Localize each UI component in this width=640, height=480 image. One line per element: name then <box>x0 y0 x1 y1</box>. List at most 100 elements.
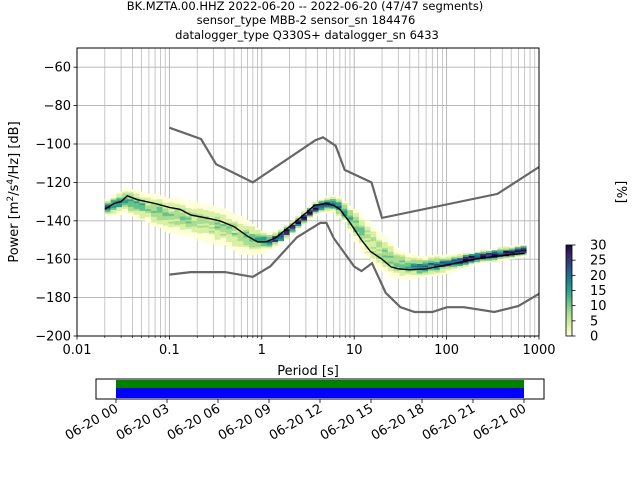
density-cell <box>341 218 348 221</box>
colorbar-tick-label: 30 <box>590 239 607 254</box>
density-cell <box>249 247 256 250</box>
density-cell <box>445 258 452 261</box>
density-cell <box>520 251 527 254</box>
density-cell <box>197 214 204 217</box>
density-cell <box>214 233 221 237</box>
density-cell <box>162 214 169 217</box>
density-cell <box>237 242 244 245</box>
density-cell <box>382 270 388 273</box>
density-cell <box>491 257 498 260</box>
density-cell <box>254 252 261 255</box>
density-cell <box>214 226 221 229</box>
density-cell <box>272 237 279 240</box>
density-cell <box>226 243 233 246</box>
density-cell <box>249 229 256 233</box>
density-cell <box>151 199 157 202</box>
density-cell <box>376 268 383 271</box>
density-cell <box>243 231 250 234</box>
density-cell <box>318 210 325 213</box>
density-cell <box>405 256 412 260</box>
density-cell <box>353 212 360 215</box>
density-cell <box>133 206 140 209</box>
density-cell <box>335 198 342 201</box>
density-cell <box>260 251 267 254</box>
density-cell <box>330 208 337 211</box>
density-cell <box>162 215 169 219</box>
time-tick-label: 06-20 12 <box>267 401 325 443</box>
density-cell <box>127 199 134 202</box>
y-tick-label: −60 <box>44 61 71 76</box>
density-cell <box>179 227 186 230</box>
density-cell <box>231 213 238 216</box>
y-tick-label: −120 <box>35 176 71 191</box>
density-cell <box>514 248 521 251</box>
density-cell <box>145 210 152 213</box>
density-cell <box>416 263 423 266</box>
density-cell <box>162 196 169 199</box>
density-cell <box>116 199 123 202</box>
density-cell <box>341 212 348 215</box>
density-cell <box>266 234 273 237</box>
density-cell <box>243 221 250 225</box>
density-cell <box>324 197 331 200</box>
density-cell <box>376 251 383 254</box>
density-cell <box>231 232 238 235</box>
density-cell <box>376 249 383 252</box>
density-cell <box>191 216 198 219</box>
density-cell <box>214 222 221 225</box>
density-cell <box>353 224 360 227</box>
density-cell <box>220 231 227 234</box>
x-axis-ticks: 0.01 0.1 1 10 100 1000 <box>63 336 556 358</box>
density-cell <box>491 248 498 251</box>
density-cell <box>358 244 365 247</box>
density-cell <box>283 225 290 228</box>
density-cell <box>387 270 394 274</box>
density-cell <box>214 241 221 244</box>
density-cell <box>410 274 417 277</box>
density-cell <box>202 240 209 243</box>
density-cell <box>358 219 365 222</box>
density-cell <box>364 243 371 246</box>
density-cell <box>151 214 157 217</box>
density-cell <box>266 236 273 239</box>
density-cell <box>399 252 406 255</box>
density-cell <box>382 240 388 243</box>
density-cell <box>231 234 238 237</box>
density-cell <box>393 251 400 254</box>
density-cell <box>168 202 175 205</box>
density-cell <box>220 216 227 219</box>
density-cell <box>168 225 175 228</box>
density-cell <box>110 198 117 201</box>
density-cell <box>306 213 313 216</box>
time-tick-label: 06-20 06 <box>165 401 223 443</box>
density-cell <box>341 202 348 205</box>
density-cell <box>410 255 417 258</box>
density-cell <box>457 257 464 261</box>
density-cell <box>243 227 250 230</box>
density-cell <box>457 254 464 257</box>
density-cell <box>445 271 452 274</box>
density-cell <box>202 215 209 218</box>
density-cell <box>197 210 204 213</box>
density-cell <box>214 231 221 235</box>
density-cell <box>364 253 371 256</box>
density-cell <box>231 215 238 218</box>
density-cell <box>220 235 227 238</box>
density-cell <box>151 208 157 212</box>
density-cell <box>214 212 221 215</box>
density-cell <box>364 251 371 254</box>
density-cell <box>358 248 365 251</box>
density-cell <box>306 215 313 218</box>
density-cell <box>226 216 233 219</box>
density-cell <box>168 200 175 203</box>
density-cell <box>243 248 250 251</box>
density-cell <box>433 273 440 276</box>
density-cell <box>485 248 492 252</box>
density-cell <box>237 252 244 255</box>
density-cell <box>468 257 475 260</box>
density-cell <box>353 214 360 217</box>
density-cell <box>226 235 233 239</box>
density-cell <box>410 253 417 256</box>
density-cell <box>358 227 365 230</box>
